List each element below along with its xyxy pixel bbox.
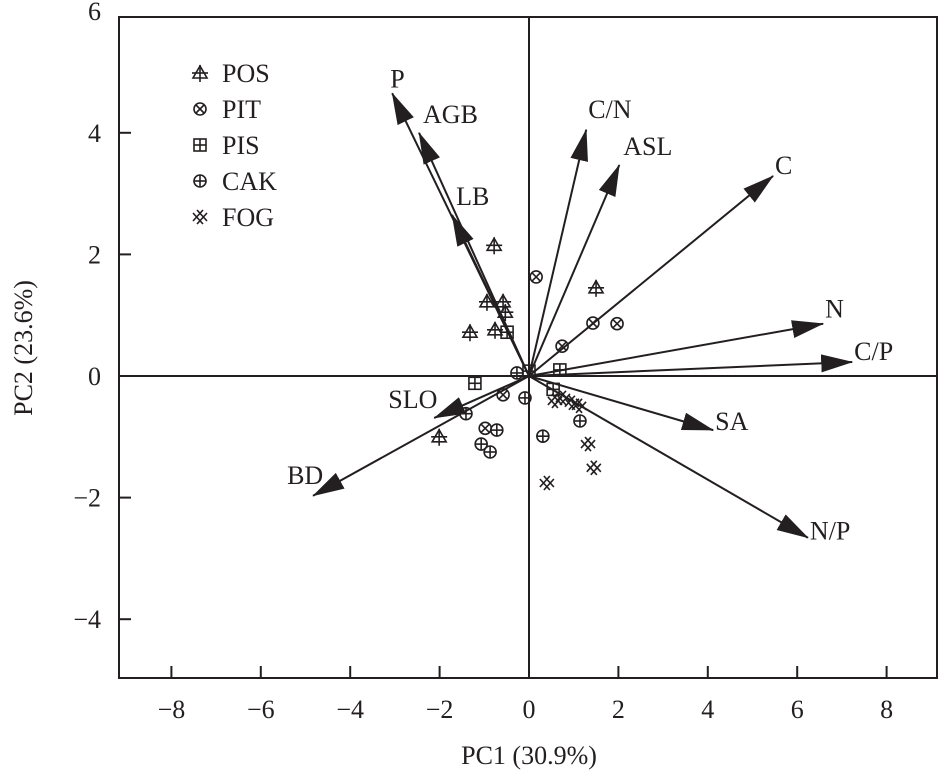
legend-label: POS bbox=[222, 59, 270, 88]
legend-label: PIT bbox=[222, 95, 261, 124]
legend-label: CAK bbox=[222, 167, 277, 196]
vector-arrow-c-n bbox=[528, 128, 588, 377]
legend-marker-cak bbox=[193, 174, 207, 188]
point-pos bbox=[587, 279, 605, 297]
point-pos bbox=[478, 293, 496, 311]
x-tick-label: −6 bbox=[247, 695, 275, 724]
point-fog bbox=[580, 436, 596, 452]
point-pos bbox=[496, 303, 514, 322]
point-cak bbox=[490, 423, 504, 437]
x-tick-label: 6 bbox=[791, 695, 804, 724]
x-tick-label: −2 bbox=[426, 695, 454, 724]
legend-marker-pis bbox=[193, 138, 207, 152]
point-pis bbox=[553, 363, 567, 377]
legend-marker-fog bbox=[192, 209, 208, 225]
point-pit bbox=[478, 421, 492, 436]
x-axis-title: PC1 (30.9%) bbox=[461, 741, 597, 770]
vector-label: C/N bbox=[588, 95, 632, 124]
point-pit bbox=[610, 316, 624, 331]
x-tick-label: 4 bbox=[701, 695, 714, 724]
vector-arrow-n bbox=[528, 320, 825, 377]
vector-arrow-c-p bbox=[528, 354, 854, 377]
point-pis bbox=[500, 325, 514, 340]
y-axis-title: PC2 (23.6%) bbox=[9, 280, 38, 416]
point-pos bbox=[461, 323, 479, 342]
x-tick-label: 8 bbox=[880, 695, 893, 724]
vector-label: AGB bbox=[423, 100, 478, 129]
vector-arrow-slo bbox=[433, 375, 530, 419]
vector-label: C bbox=[775, 151, 792, 180]
point-cak bbox=[474, 437, 488, 451]
point-pit bbox=[586, 316, 600, 330]
vector-label: LB bbox=[456, 182, 489, 211]
sample-points bbox=[430, 236, 624, 491]
y-tick-label: −4 bbox=[73, 605, 101, 634]
y-tick-label: 6 bbox=[88, 0, 101, 26]
vector-arrow-bd bbox=[312, 375, 530, 497]
vector-label: BD bbox=[287, 461, 323, 490]
vector-label: N bbox=[825, 295, 844, 324]
point-cak bbox=[510, 366, 524, 380]
y-tick-label: 2 bbox=[88, 240, 101, 269]
vector-label: P bbox=[390, 64, 404, 93]
legend-label: FOG bbox=[222, 203, 274, 232]
point-pos bbox=[430, 428, 448, 446]
point-fog bbox=[586, 460, 602, 476]
x-tick-label: −8 bbox=[158, 695, 186, 724]
point-fog bbox=[571, 398, 587, 414]
legend-marker-pos bbox=[191, 64, 209, 82]
y-tick-label: 0 bbox=[88, 362, 101, 391]
y-tick-label: 4 bbox=[88, 119, 101, 148]
point-cak bbox=[536, 429, 550, 443]
legend: POS PIT PIS CAK FOG bbox=[191, 59, 277, 232]
vector-arrow-lb bbox=[451, 213, 530, 377]
point-cak bbox=[483, 445, 497, 459]
vector-label: SLO bbox=[388, 385, 437, 414]
vector-label: SA bbox=[715, 407, 748, 436]
x-tick-label: 2 bbox=[612, 695, 625, 724]
vector-arrow-c bbox=[528, 175, 774, 377]
point-pos bbox=[485, 236, 503, 255]
y-axis-ticks: −4 −2 0 2 4 6 bbox=[73, 0, 131, 634]
vector-label: ASL bbox=[623, 132, 672, 161]
point-cak bbox=[518, 391, 532, 405]
vector-arrow-asl bbox=[528, 164, 621, 377]
vector-label: N/P bbox=[810, 517, 850, 546]
point-cak bbox=[573, 414, 587, 428]
point-cak bbox=[459, 406, 473, 421]
loading-vectors: P AGB LB C/N ASL C N C/P SA N/P SLO BD bbox=[287, 64, 893, 545]
point-fog bbox=[539, 475, 555, 491]
vector-label: C/P bbox=[854, 337, 893, 366]
x-tick-label: 0 bbox=[523, 695, 536, 724]
point-pit bbox=[529, 270, 543, 284]
x-axis-ticks: −8 −6 −4 −2 0 2 4 6 8 bbox=[158, 666, 893, 724]
legend-label: PIS bbox=[222, 131, 260, 160]
point-pis bbox=[468, 376, 482, 391]
x-tick-label: −4 bbox=[336, 695, 364, 724]
point-pit bbox=[555, 339, 569, 354]
legend-marker-pit bbox=[193, 102, 207, 116]
y-tick-label: −2 bbox=[73, 484, 101, 513]
point-pit bbox=[496, 388, 510, 402]
